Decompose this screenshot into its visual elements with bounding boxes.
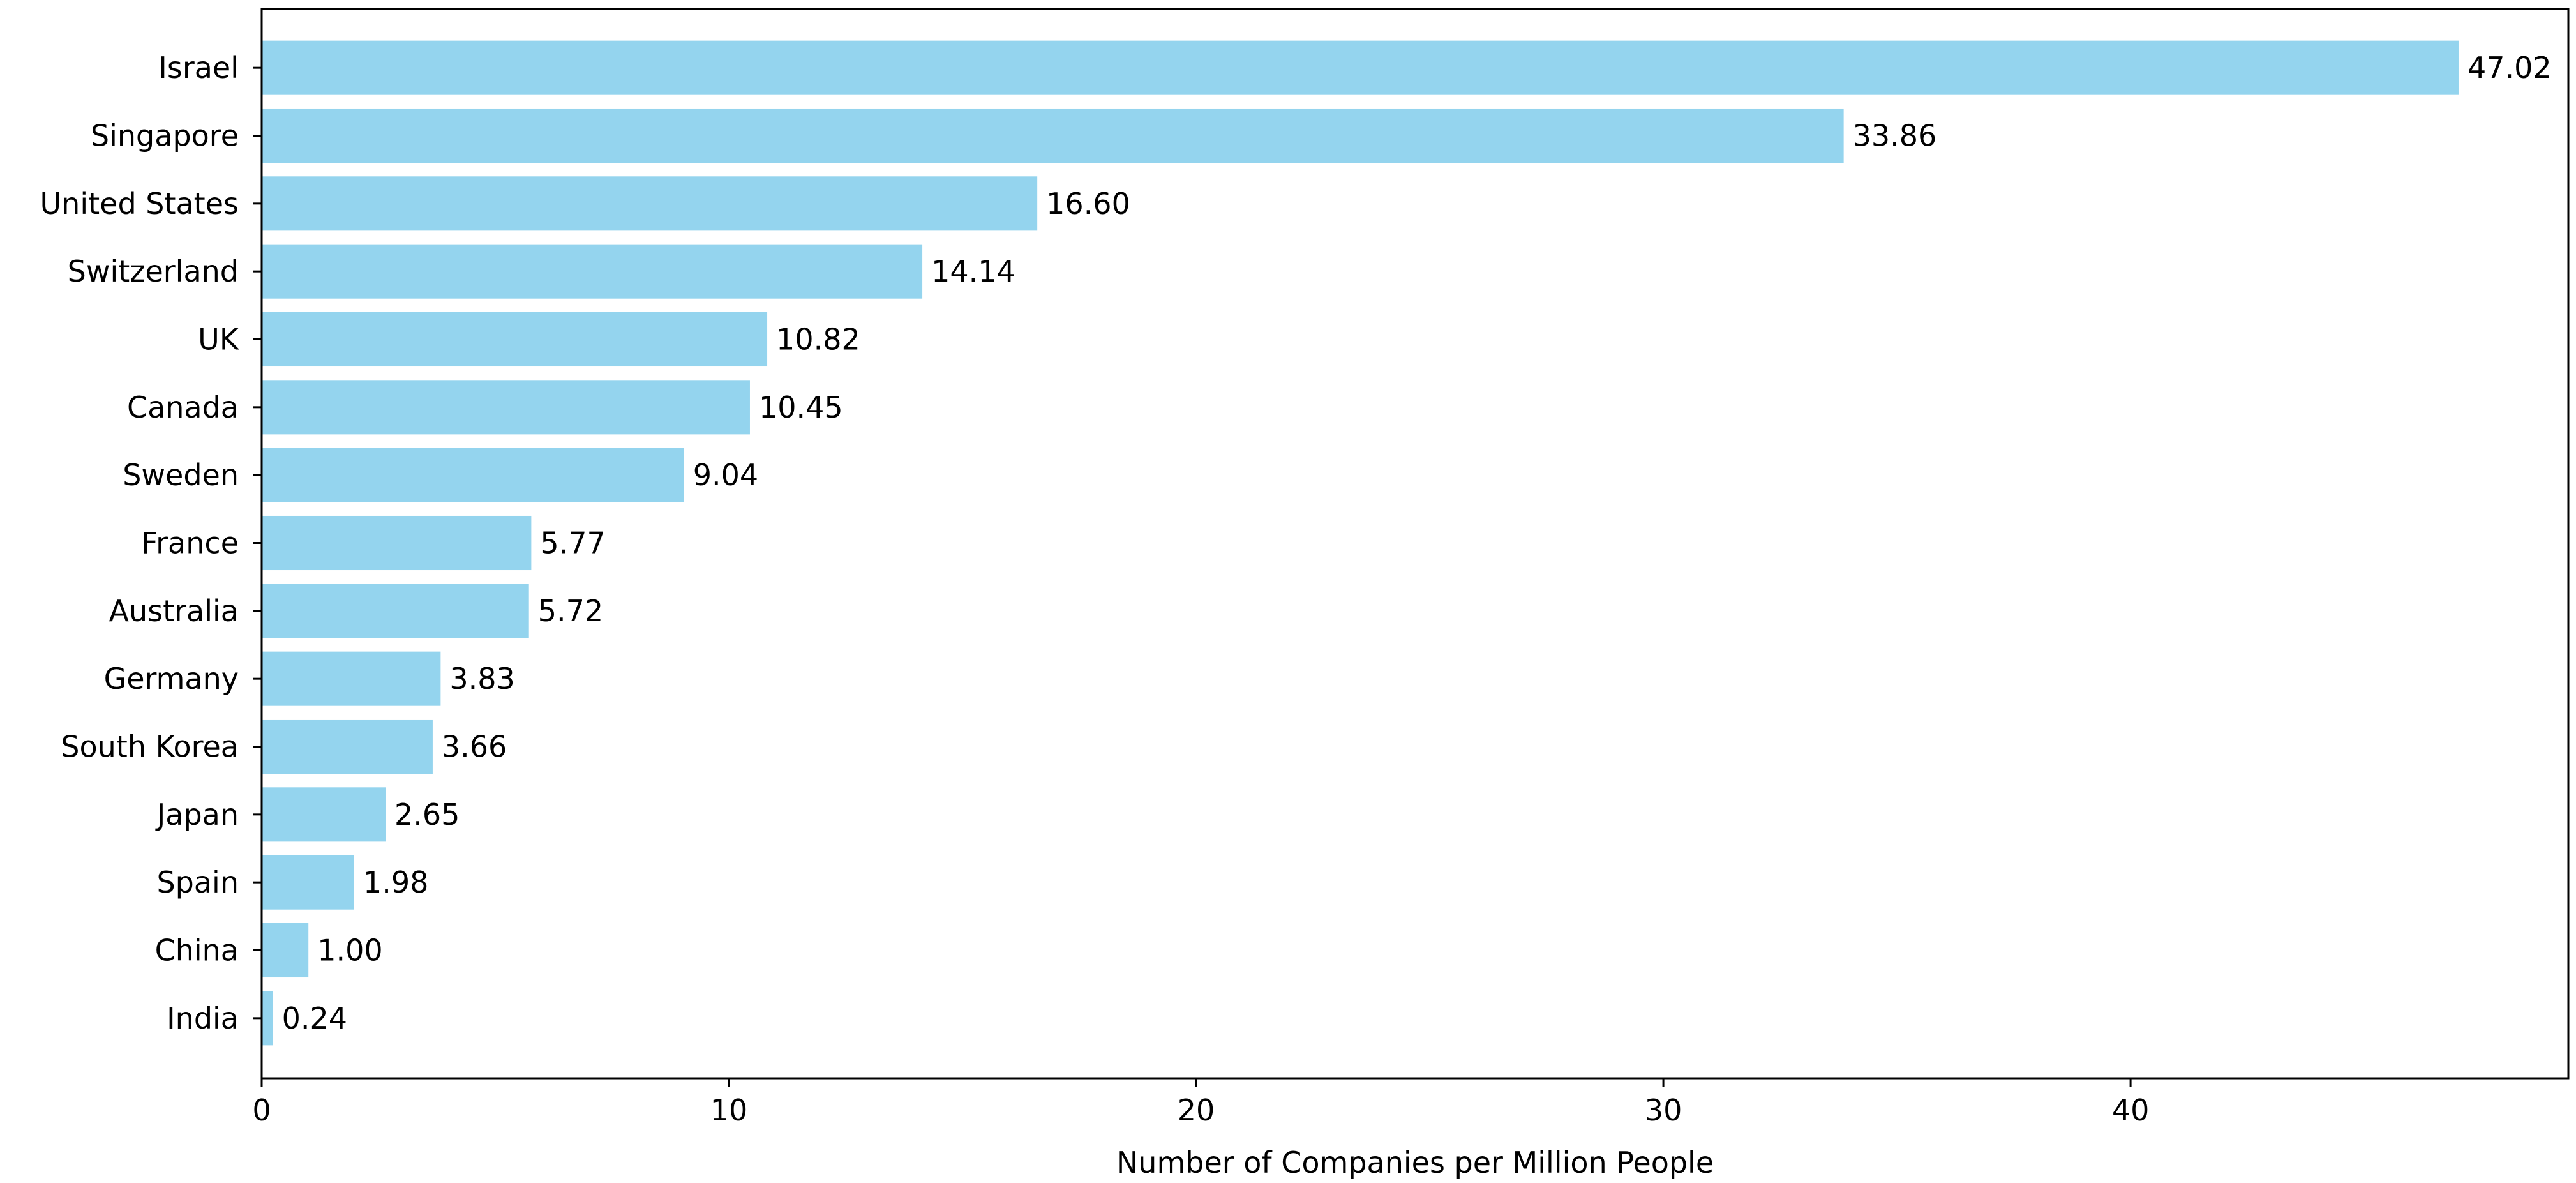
bar-canada (262, 380, 750, 435)
x-axis-label: Number of Companies per Million People (1116, 1145, 1714, 1180)
data-label-switzerland: 14.14 (931, 254, 1015, 289)
data-label-spain: 1.98 (363, 865, 428, 900)
y-tick-label-spain: Spain (156, 865, 239, 900)
y-tick-label-australia: Australia (109, 594, 239, 628)
x-tick-label-0: 0 (252, 1093, 271, 1127)
y-tick-label-canada: Canada (127, 390, 239, 425)
y-tick-label-switzerland: Switzerland (68, 254, 239, 289)
bar-israel (262, 40, 2459, 95)
bars-group (262, 40, 2459, 1046)
data-label-sweden: 9.04 (693, 458, 758, 492)
data-label-france: 5.77 (540, 526, 605, 561)
bar-india (262, 991, 273, 1046)
bar-south-korea (262, 719, 433, 774)
data-label-uk: 10.82 (776, 322, 860, 357)
x-tick-label-40: 40 (2112, 1093, 2150, 1127)
data-labels-group: 47.02 33.86 16.60 14.14 10.82 10.459.04 5.77 5.… (282, 50, 2552, 1036)
y-tick-label-china: China (155, 933, 239, 968)
plot-frame (260, 8, 2570, 1080)
data-label-india: 0.24 (282, 1001, 347, 1036)
data-label-australia: 5.72 (538, 594, 603, 628)
data-label-israel: 47.02 (2467, 50, 2552, 85)
bar-france (262, 515, 532, 571)
y-tick-label-singapore: Singapore (91, 119, 239, 153)
bar-spain (262, 855, 354, 910)
x-tick-label-20: 20 (1178, 1093, 1215, 1127)
y-tick-label-japan: Japan (155, 797, 239, 832)
bar-uk (262, 312, 768, 367)
data-label-china: 1.00 (317, 933, 382, 968)
data-label-japan: 2.65 (394, 797, 460, 832)
y-tick-label-uk: UK (198, 322, 240, 357)
bar-singapore (262, 108, 1844, 163)
y-axis-ticks: Israel Singapore United States Switzerland U… (40, 50, 262, 1036)
y-tick-label-south-korea: South Korea (61, 730, 239, 764)
data-label-germany: 3.83 (449, 661, 514, 696)
y-tick-label-india: India (167, 1001, 239, 1036)
data-label-south-korea: 3.66 (442, 730, 507, 764)
y-tick-label-sweden: Sweden (123, 458, 239, 492)
y-tick-label-united-states: United States (40, 186, 239, 221)
bar-switzerland (262, 244, 923, 299)
bar-china (262, 923, 309, 978)
bar-australia (262, 584, 529, 638)
bar-germany (262, 651, 441, 706)
y-tick-label-germany: Germany (104, 661, 239, 696)
x-tick-label-30: 30 (1645, 1093, 1682, 1127)
y-tick-label-israel: Israel (158, 50, 239, 85)
bar-sweden (262, 448, 684, 502)
x-axis-ticks: 0 10 20 30 40 (252, 1078, 2149, 1127)
x-tick-label-10: 10 (710, 1093, 748, 1127)
bar-united-states (262, 176, 1038, 231)
data-label-singapore: 33.86 (1853, 119, 1937, 153)
y-tick-label-france: France (141, 526, 239, 561)
bar-japan (262, 787, 386, 842)
data-label-canada: 10.45 (759, 390, 843, 425)
data-label-united-states: 16.60 (1046, 186, 1130, 221)
